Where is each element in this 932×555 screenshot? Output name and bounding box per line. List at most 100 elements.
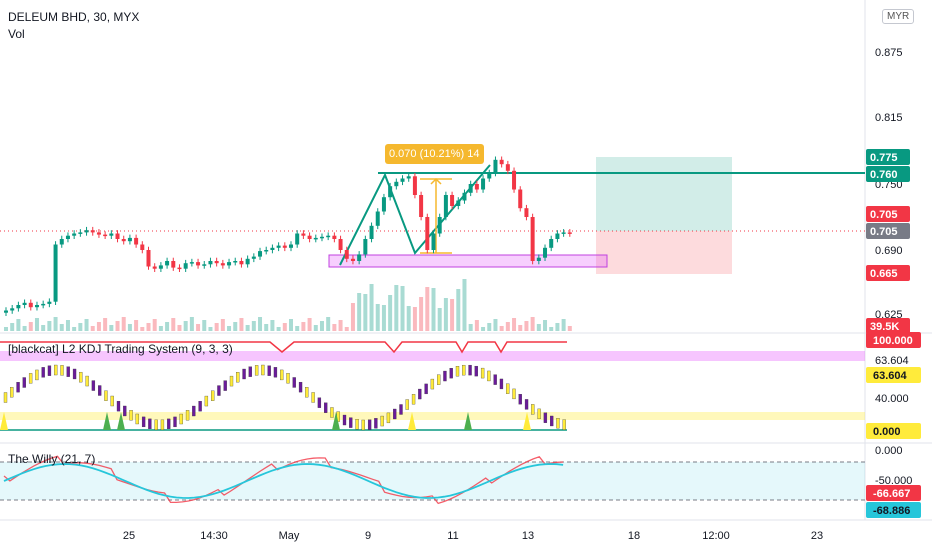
kdj-bar: [236, 372, 240, 383]
willy-slow-line: [3, 463, 564, 499]
kdj-badge: [866, 332, 921, 348]
candle-body: [443, 195, 448, 217]
kdj-badge-label: 63.604: [873, 370, 908, 382]
kdj-bar: [91, 380, 96, 391]
kdj-bar: [229, 375, 234, 387]
candle-body: [78, 232, 83, 234]
price-badge: [866, 223, 910, 239]
candle-body: [487, 173, 492, 179]
candle-body: [313, 237, 318, 240]
volume-bar: [381, 305, 386, 331]
volume-bar: [338, 320, 343, 331]
volume-bar: [499, 326, 504, 331]
candle-body: [65, 235, 70, 239]
kdj-bar: [223, 380, 227, 391]
volume-bar: [350, 303, 355, 331]
volume-bar: [165, 322, 170, 331]
volume-bar: [90, 326, 95, 331]
kdj-bar: [349, 417, 353, 428]
candle-body: [96, 232, 101, 235]
candle-body: [22, 302, 27, 305]
volume-bar: [4, 327, 8, 331]
volume-bar: [59, 324, 64, 331]
candle-body: [258, 251, 263, 257]
kdj-bar: [430, 378, 435, 390]
volume-bar: [419, 297, 424, 331]
volume-bar: [276, 327, 281, 331]
kdj-bar: [22, 377, 26, 388]
candle-body: [227, 262, 232, 266]
willy-title: The Willy (21, 7): [8, 452, 96, 466]
kdj-bar: [185, 410, 190, 421]
candle-body: [121, 239, 126, 242]
volume-bar: [437, 308, 442, 331]
candle-body: [536, 257, 541, 261]
stop-zone: [596, 231, 732, 274]
willy-band: [0, 462, 865, 500]
kdj-bar: [386, 412, 391, 424]
candle-body: [468, 184, 473, 193]
price-badge: [866, 166, 910, 182]
time-tick-label: 18: [628, 530, 640, 542]
kdj-bar: [487, 370, 491, 382]
kdj-bar: [342, 414, 347, 426]
time-tick-label: May: [279, 530, 300, 542]
kdj-bar: [204, 395, 209, 407]
candle-body: [344, 250, 349, 259]
volume-bar: [196, 324, 201, 331]
kdj-bar: [543, 412, 548, 423]
price-badge-label: 0.665: [870, 268, 898, 280]
candle-body: [165, 261, 170, 266]
kdj-bar: [524, 399, 529, 410]
volume-bar: [363, 294, 368, 331]
kdj-badge-label: 100.000: [873, 335, 913, 347]
kdj-bar: [280, 369, 284, 381]
kdj-bar: [60, 365, 64, 376]
kdj-bar: [154, 419, 158, 431]
volume-bar: [530, 317, 535, 331]
measure-arrow: [430, 177, 442, 185]
candle-body: [245, 258, 250, 265]
volume-bar: [375, 304, 380, 331]
kdj-bar: [449, 367, 453, 379]
kdj-bar: [47, 365, 52, 376]
kdj-bar: [399, 404, 403, 415]
candle-body: [406, 176, 411, 179]
kdj-bar: [54, 364, 58, 376]
volume-bar: [425, 287, 430, 331]
kdj-bar: [98, 385, 102, 396]
kdj-bar: [462, 364, 466, 376]
volume-bar: [412, 307, 417, 331]
candle-body: [208, 261, 213, 265]
currency-button[interactable]: MYR: [882, 9, 915, 24]
kdj-signal-marker: [332, 412, 340, 430]
candle-body: [474, 184, 479, 190]
price-badge-label: 0.705: [870, 209, 898, 221]
time-tick-label: 9: [365, 530, 371, 542]
candle-body: [72, 233, 77, 236]
kdj-bar: [148, 418, 152, 430]
volume-bar: [512, 318, 517, 331]
kdj-title: [blackcat] L2 KDJ Trading System (9, 3, …: [8, 342, 233, 356]
candle-body: [549, 239, 554, 248]
candle-body: [4, 310, 8, 313]
candle-body: [338, 239, 343, 250]
volume-bar: [134, 320, 139, 331]
kdj-bar: [179, 413, 183, 425]
willy-badge: [866, 485, 921, 501]
volume-bar: [72, 327, 77, 331]
willy-badge-label: -68.886: [873, 505, 910, 517]
volume-bar: [301, 322, 306, 331]
candle-body: [543, 247, 548, 258]
kdj-bar: [160, 419, 165, 431]
kdj-signal-marker: [523, 412, 531, 430]
kdj-bar: [28, 373, 33, 384]
volume-bar: [239, 318, 244, 331]
willy-badge-label: -66.667: [873, 488, 910, 500]
price-badge: [866, 206, 910, 222]
candle-body: [369, 225, 374, 239]
candle-body: [412, 176, 417, 195]
kdj-bar: [41, 367, 45, 378]
